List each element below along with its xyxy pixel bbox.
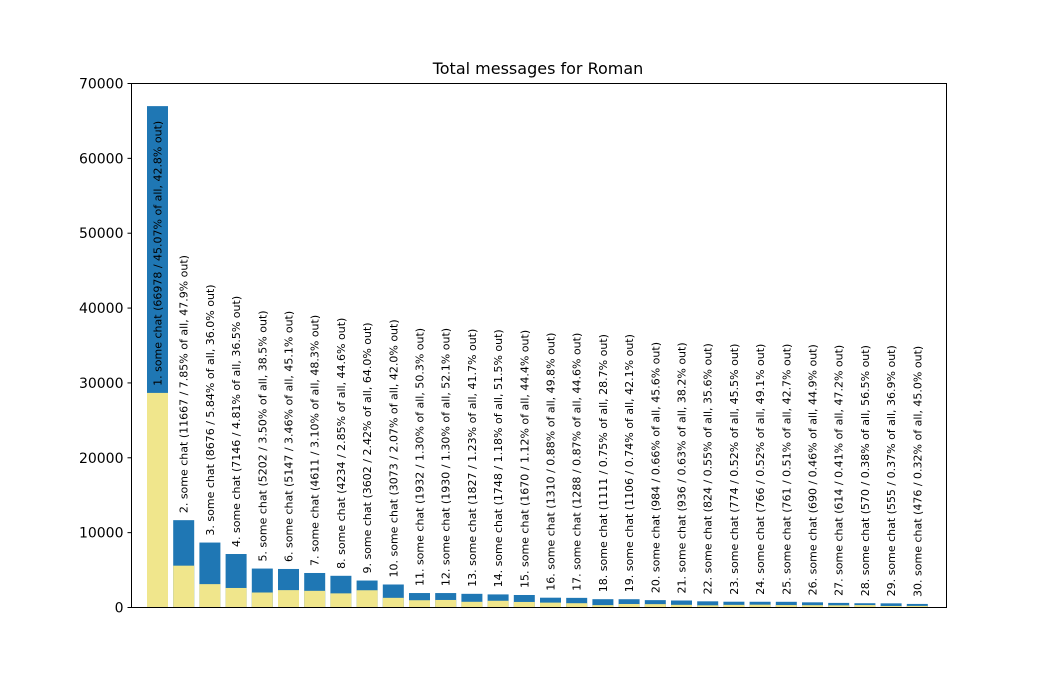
- bar-out-15: [513, 601, 535, 608]
- bar-out-21: [671, 604, 692, 608]
- bar-out-2: [173, 565, 195, 608]
- bar-label-23: 23. some chat (774 / 0.52% of all, 45.5%…: [728, 344, 741, 595]
- bar-label-7: 7. some chat (4611 / 3.10% of all, 48.3%…: [309, 315, 322, 566]
- bar-out-24: [749, 604, 771, 608]
- bar-label-30: 30. some chat (476 / 0.32% of all, 45.0%…: [911, 346, 924, 597]
- bar-total-22: [697, 601, 719, 608]
- bar-out-5: [251, 592, 273, 608]
- bar-out-27: [828, 605, 850, 608]
- bar-label-11: 11. some chat (1932 / 1.30% of all, 50.3…: [414, 328, 427, 586]
- bar-out-26: [802, 605, 823, 608]
- bar-label-5: 5. some chat (5202 / 3.50% of all, 38.5%…: [256, 310, 269, 561]
- bar-total-26: [802, 602, 823, 608]
- bar-label-18: 18. some chat (1111 / 0.75% of all, 28.7…: [597, 334, 610, 592]
- bar-total-18: [592, 599, 614, 608]
- bar-label-10: 10. some chat (3073 / 2.07% of all, 42.0…: [387, 319, 400, 577]
- bar-total-25: [775, 601, 797, 608]
- bar-label-19: 19. some chat (1106 / 0.74% of all, 42.1…: [623, 334, 636, 592]
- bar-label-22: 22. some chat (824 / 0.55% of all, 35.6%…: [702, 343, 715, 594]
- y-tick-label-1: 10000: [79, 526, 124, 542]
- bar-total-29: [880, 603, 902, 608]
- bar-out-17: [566, 603, 588, 608]
- bar-out-8: [330, 593, 352, 608]
- plot-frame: [131, 83, 947, 608]
- bar-label-2: 2. some chat (11667 / 7.85% of all, 47.9…: [178, 255, 191, 513]
- bar-label-16: 16. some chat (1310 / 0.88% of all, 49.8…: [545, 333, 558, 591]
- bar-label-13: 13. some chat (1827 / 1.23% of all, 41.7…: [466, 329, 479, 587]
- y-tick-label-3: 30000: [79, 376, 124, 392]
- bar-label-21: 21. some chat (936 / 0.63% of all, 38.2%…: [676, 342, 689, 593]
- bar-label-27: 27. some chat (614 / 0.41% of all, 47.2%…: [833, 345, 846, 596]
- bar-out-9: [356, 590, 378, 608]
- bar-total-27: [828, 602, 850, 608]
- bar-total-24: [749, 601, 771, 608]
- bar-label-17: 17. some chat (1288 / 0.87% of all, 44.6…: [571, 333, 584, 591]
- chart-title: Total messages for Roman: [432, 59, 644, 78]
- bar-label-14: 14. some chat (1748 / 1.18% of all, 51.5…: [492, 329, 505, 587]
- bar-out-13: [461, 601, 483, 608]
- bar-out-22: [697, 605, 719, 608]
- bar-out-28: [854, 605, 876, 608]
- bar-label-4: 4. some chat (7146 / 4.81% of all, 36.5%…: [230, 296, 243, 547]
- bar-out-12: [435, 599, 457, 608]
- y-tick-label-4: 40000: [79, 301, 124, 317]
- bar-label-29: 29. some chat (555 / 0.37% of all, 36.9%…: [885, 345, 898, 596]
- y-axis: 0 10000 20000 30000 40000 50000 60000 70000: [79, 77, 132, 617]
- bar-total-23: [723, 601, 745, 608]
- bar-label-1: 1. some chat (66978 / 45.07% of all, 42.…: [152, 121, 165, 386]
- bar-label-12: 12. some chat (1930 / 1.30% of all, 52.1…: [440, 328, 453, 586]
- bar-label-25: 25. some chat (761 / 0.51% of all, 42.7%…: [780, 344, 793, 595]
- bar-total-21: [671, 600, 692, 608]
- bar-label-28: 28. some chat (570 / 0.38% of all, 56.5%…: [859, 345, 872, 596]
- bar-label-26: 26. some chat (690 / 0.46% of all, 44.9%…: [807, 344, 820, 595]
- bar-out-3: [199, 584, 221, 608]
- bar-out-25: [775, 605, 797, 608]
- bar-out-6: [278, 590, 299, 608]
- bar-out-20: [644, 604, 666, 608]
- bar-out-18: [592, 605, 614, 608]
- bar-total-30: [906, 603, 928, 608]
- bar-total-19: [618, 599, 640, 608]
- y-tick-label-5: 50000: [79, 226, 124, 242]
- y-tick-label-2: 20000: [79, 451, 124, 467]
- bar-out-19: [618, 604, 640, 608]
- bar-out-11: [409, 600, 430, 608]
- bar-out-4: [225, 587, 247, 608]
- bar-label-24: 24. some chat (766 / 0.52% of all, 49.1%…: [754, 344, 767, 595]
- y-tick-label-7: 70000: [79, 77, 124, 93]
- bars-group: 1. some chat (66978 / 45.07% of all, 42.…: [147, 106, 928, 608]
- bar-out-30: [906, 605, 928, 608]
- bar-out-7: [304, 590, 326, 608]
- bar-out-1: [147, 392, 168, 608]
- bar-label-6: 6. some chat (5147 / 3.46% of all, 45.1%…: [283, 311, 296, 562]
- y-tick-label-6: 60000: [79, 151, 124, 167]
- bar-out-14: [487, 600, 509, 608]
- bar-out-16: [540, 602, 561, 608]
- bar-label-8: 8. some chat (4234 / 2.85% of all, 44.6%…: [335, 318, 348, 569]
- bar-label-3: 3. some chat (8676 / 5.84% of all, 36.0%…: [204, 284, 217, 535]
- y-tick-label-0: 0: [115, 601, 124, 617]
- bar-total-17: [566, 597, 588, 608]
- bar-out-29: [880, 605, 902, 608]
- bar-label-20: 20. some chat (984 / 0.66% of all, 45.6%…: [649, 342, 662, 593]
- bar-out-23: [723, 604, 745, 608]
- bar-out-10: [382, 597, 404, 608]
- bar-total-20: [644, 600, 666, 608]
- bar-total-16: [540, 597, 561, 608]
- bar-label-15: 15. some chat (1670 / 1.12% of all, 44.4…: [518, 330, 531, 588]
- bar-label-9: 9. some chat (3602 / 2.42% of all, 64.0%…: [361, 322, 374, 573]
